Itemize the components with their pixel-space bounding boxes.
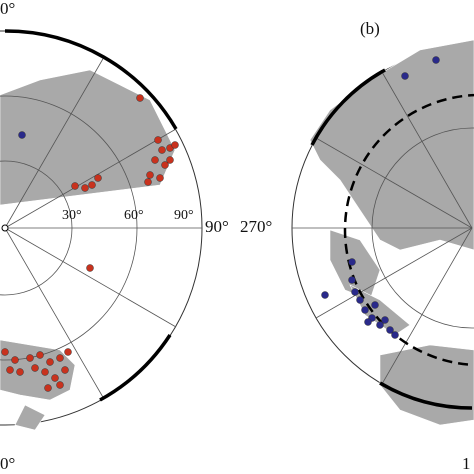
- label-right: 90°: [205, 217, 229, 236]
- event-dot: [361, 306, 369, 314]
- event-dot: [146, 171, 154, 179]
- event-dot: [86, 264, 94, 272]
- event-dot: [46, 358, 54, 366]
- event-dot: [31, 364, 39, 372]
- event-dot: [432, 56, 440, 64]
- event-dot: [64, 348, 72, 356]
- event-dot: [44, 384, 52, 392]
- ring-label: 60°: [124, 208, 144, 223]
- land-eurasia: [309, 39, 474, 251]
- event-dot: [88, 181, 96, 189]
- event-dot: [81, 184, 89, 192]
- dashed-circle: [343, 93, 474, 367]
- land-nz: [14, 404, 46, 431]
- event-dot: [11, 356, 19, 364]
- meridian: [4, 56, 105, 229]
- meridian: [381, 227, 473, 385]
- event-dot: [348, 276, 356, 284]
- meridian: [315, 137, 473, 229]
- panel-label: (b): [360, 19, 380, 38]
- event-dot: [376, 321, 384, 329]
- event-dot: [171, 141, 179, 149]
- event-dot: [381, 316, 389, 324]
- label-bottom: 1: [462, 454, 471, 473]
- event-dot: [41, 368, 49, 376]
- arc-thick: [99, 334, 172, 402]
- event-dot: [94, 174, 102, 182]
- event-dot: [371, 301, 379, 309]
- event-dot: [26, 354, 34, 362]
- meridian: [315, 227, 473, 319]
- label-top: 0°: [0, 0, 15, 18]
- event-dot: [156, 174, 164, 182]
- event-dot: [154, 136, 162, 144]
- event-dot: [51, 374, 59, 382]
- meridian: [4, 227, 177, 328]
- arc-thick: [4, 29, 178, 130]
- event-dot: [6, 366, 14, 374]
- meridian: [4, 128, 177, 229]
- arc-thick: [310, 68, 386, 146]
- event-dot: [158, 146, 166, 154]
- event-dot: [61, 366, 69, 374]
- panel-b: (b) 270° 1: [18, 19, 474, 473]
- event-dot: [16, 368, 24, 376]
- event-dot: [321, 291, 329, 299]
- event-dot: [144, 178, 152, 186]
- event-dot: [136, 94, 144, 102]
- events-blue: [18, 56, 440, 339]
- event-dot: [56, 381, 64, 389]
- land-north-america: [0, 69, 176, 206]
- event-dot: [36, 351, 44, 359]
- meridian: [4, 227, 105, 400]
- label-left: 270°: [240, 217, 272, 236]
- event-dot: [71, 182, 79, 190]
- panel-a: 0° 0° 30° 60° 90° 90°: [0, 0, 229, 473]
- event-dot: [151, 156, 159, 164]
- event-dot: [356, 296, 364, 304]
- event-dot: [18, 131, 26, 139]
- event-dot: [364, 318, 372, 326]
- event-dot: [1, 348, 9, 356]
- event-dot: [161, 161, 169, 169]
- ring-label: 30°: [62, 208, 82, 223]
- event-dot: [391, 331, 399, 339]
- event-dot: [401, 72, 409, 80]
- land-australia: [379, 344, 474, 426]
- arc-thick: [379, 381, 473, 410]
- event-dot: [351, 288, 359, 296]
- meridian: [381, 71, 473, 229]
- event-dot: [386, 326, 394, 334]
- label-bottom: 0°: [0, 454, 15, 473]
- event-dot: [56, 354, 64, 362]
- ring-label: 90°: [174, 208, 194, 223]
- events-red: [1, 94, 179, 392]
- event-dot: [166, 156, 174, 164]
- event-dot: [348, 258, 356, 266]
- pole: [1, 224, 9, 232]
